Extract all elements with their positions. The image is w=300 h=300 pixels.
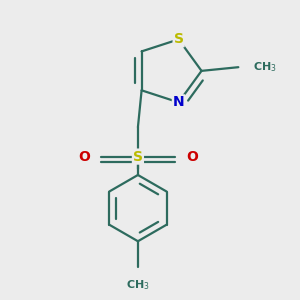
- Text: O: O: [186, 150, 198, 164]
- Text: S: S: [174, 32, 184, 46]
- Text: O: O: [78, 150, 90, 164]
- Text: N: N: [173, 95, 184, 110]
- Text: CH$_3$: CH$_3$: [253, 60, 277, 74]
- Text: CH$_3$: CH$_3$: [126, 278, 150, 292]
- Text: S: S: [133, 150, 143, 164]
